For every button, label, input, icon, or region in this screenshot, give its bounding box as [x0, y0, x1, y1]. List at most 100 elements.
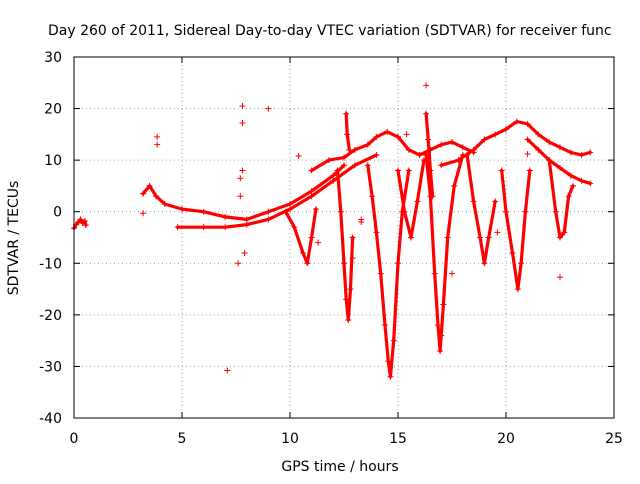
data-point: [587, 180, 594, 187]
data-point: [308, 167, 315, 174]
tick-labels: 0 5 10 15 20 25 -40 -30 -20 -10 0 10 20 30: [39, 50, 623, 447]
data-point: [477, 234, 484, 241]
data-point: [423, 110, 430, 117]
data-point: [351, 162, 358, 169]
data-point: [567, 149, 574, 156]
data-point: [315, 239, 322, 246]
data-point: [334, 167, 341, 174]
data-point: [557, 144, 563, 151]
data-point: [347, 286, 354, 293]
data-point: [382, 322, 389, 329]
data-point: [438, 141, 445, 148]
y-axis-label: SDTVAR / TECUs: [6, 181, 22, 296]
data-point: [295, 153, 302, 160]
data-point: [513, 118, 520, 125]
data-point: [287, 200, 293, 207]
data-point: [82, 222, 89, 229]
series-spike-16-4: [424, 112, 435, 198]
data-point: [358, 216, 365, 223]
data-point: [235, 260, 242, 267]
series-dip-12-6: [335, 168, 355, 322]
data-point: [325, 157, 332, 164]
data-point: [509, 249, 516, 256]
data-point: [405, 146, 412, 153]
y-tick-label: -20: [39, 308, 62, 324]
data-point: [567, 172, 574, 179]
data-point: [565, 193, 572, 200]
data-point: [299, 249, 306, 256]
data-point: [308, 188, 315, 195]
data-point: [337, 208, 344, 215]
data-point: [546, 139, 553, 146]
data-point: [546, 157, 553, 164]
data-point: [345, 317, 352, 324]
data-point: [373, 151, 380, 158]
data-point: [224, 367, 231, 374]
data-point: [140, 210, 147, 217]
data-point: [265, 216, 272, 223]
data-point: [492, 198, 499, 205]
chart-title: Day 260 of 2011, Sidereal Day-to-day VTE…: [48, 23, 612, 39]
data-point: [557, 164, 563, 171]
data-point: [364, 162, 371, 169]
data-point: [578, 151, 585, 158]
data-point: [239, 120, 246, 127]
data-point: [146, 182, 153, 189]
data-point: [77, 216, 84, 223]
data-point: [552, 208, 559, 215]
data-point: [154, 133, 161, 140]
data-point: [387, 373, 394, 380]
series-dip-18-8: [465, 153, 497, 265]
data-point: [492, 131, 499, 138]
data-point: [481, 260, 488, 267]
series-lower-band: [176, 153, 378, 229]
x-tick-label: 10: [281, 431, 299, 447]
data-point: [395, 167, 401, 174]
data-point: [557, 234, 563, 241]
data-point: [237, 193, 244, 200]
series-right-arc: [439, 119, 592, 167]
x-tick-label: 25: [605, 431, 623, 447]
data-point: [444, 234, 451, 241]
data-point: [557, 274, 563, 281]
data-point: [434, 322, 441, 329]
data-point: [524, 150, 531, 157]
data-point: [561, 229, 568, 236]
data-point: [449, 270, 455, 277]
data-point: [343, 296, 350, 303]
series-dip-10-5: [284, 207, 318, 265]
data-point: [503, 208, 509, 215]
y-tick-label: 10: [44, 153, 62, 169]
data-point: [200, 208, 207, 215]
data-point: [522, 208, 529, 215]
data-point: [524, 136, 531, 143]
data-point: [431, 270, 438, 277]
series-upper-arc: [310, 130, 476, 173]
data-point: [304, 260, 311, 267]
data-point: [464, 151, 471, 158]
data-point: [287, 206, 293, 213]
data-point: [401, 208, 408, 215]
data-point: [440, 301, 447, 308]
data-point: [343, 110, 350, 117]
data-point: [341, 154, 347, 161]
data-point: [239, 167, 246, 174]
data-point: [526, 167, 533, 174]
data-point: [414, 198, 421, 205]
data-point: [385, 358, 392, 365]
data-point: [459, 144, 466, 151]
data-point: [416, 151, 423, 158]
y-tick-label: -40: [39, 411, 62, 427]
x-tick-label: 5: [178, 431, 187, 447]
plot-frame: [73, 56, 615, 419]
data-point: [514, 286, 521, 293]
data-point: [308, 234, 315, 241]
data-point: [265, 208, 272, 215]
series-dip-22-6: [547, 158, 575, 240]
data-point: [330, 172, 337, 179]
data-point: [481, 136, 488, 143]
data-point: [438, 162, 445, 169]
data-point: [239, 102, 246, 109]
